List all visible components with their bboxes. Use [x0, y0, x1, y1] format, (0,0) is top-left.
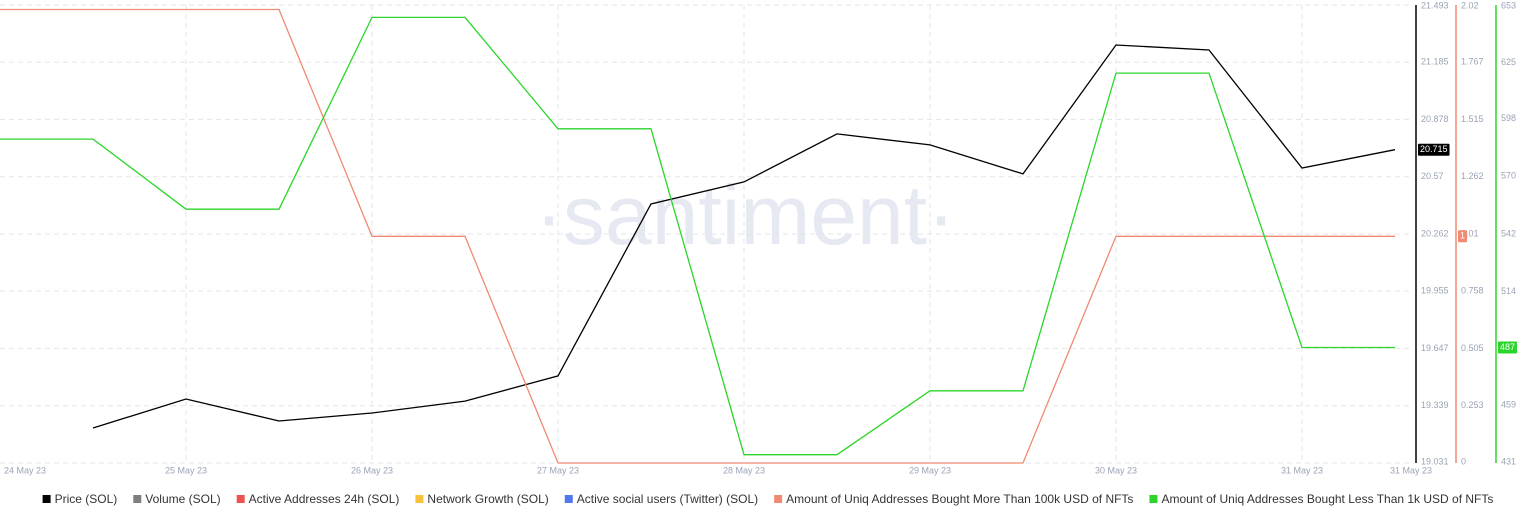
legend-label: Amount of Uniq Addresses Bought More Tha…: [786, 492, 1133, 506]
y-tick-label: 431: [1501, 456, 1516, 466]
x-tick-label: 27 May 23: [537, 465, 579, 475]
watermark: ·santiment·: [535, 168, 955, 262]
legend-label: Active Addresses 24h (SOL): [249, 492, 400, 506]
y-tick-label: 19.031: [1421, 456, 1449, 466]
legend-label: Volume (SOL): [145, 492, 220, 506]
series-line: [92, 44, 1396, 429]
legend-label: Amount of Uniq Addresses Bought Less Tha…: [1161, 492, 1493, 506]
legend-swatch: [133, 495, 142, 503]
last-value-box: [1418, 143, 1450, 156]
y-tick-label: 570: [1501, 171, 1516, 181]
x-end-label: 31 May 23: [1390, 465, 1432, 475]
legend-swatch: [236, 495, 245, 503]
legend-swatch: [415, 495, 424, 503]
x-tick-label: 24 May 23: [4, 465, 46, 475]
y-tick-label: 459: [1501, 400, 1516, 410]
y-tick-label: 1.01: [1461, 228, 1479, 238]
y-tick-label: 0.505: [1461, 343, 1484, 353]
y-tick-label: 625: [1501, 57, 1516, 67]
y-tick-label: 20.878: [1421, 114, 1449, 124]
y-tick-label: 19.339: [1421, 400, 1449, 410]
legend-label: Price (SOL): [55, 492, 118, 506]
x-tick-label: 30 May 23: [1095, 465, 1137, 475]
legend-label: Network Growth (SOL): [427, 492, 548, 506]
legend: Price (SOL) Volume (SOL) Active Addresses …: [42, 492, 1493, 506]
y-tick-label: 2.02: [1461, 0, 1479, 10]
x-tick-label: 26 May 23: [351, 465, 393, 475]
y-tick-label: 598: [1501, 113, 1516, 123]
x-tick-label: 29 May 23: [909, 465, 951, 475]
last-value-label: 20.715: [1420, 144, 1448, 154]
y-tick-label: 21.185: [1421, 57, 1449, 67]
y-tick-label: 19.647: [1421, 343, 1449, 353]
y-tick-label: 542: [1501, 228, 1516, 238]
legend-swatch: [1149, 495, 1158, 503]
y-tick-label: 1.262: [1461, 171, 1484, 181]
series-line: [0, 8, 1395, 464]
y-tick-label: 20.57: [1421, 171, 1444, 181]
x-tick-label: 25 May 23: [165, 465, 207, 475]
x-tick-label: 31 May 23: [1281, 465, 1323, 475]
last-value-marker: 487: [1498, 341, 1518, 354]
y-tick-label: 0: [1461, 456, 1466, 466]
y-tick-label: 20.262: [1421, 228, 1449, 238]
x-tick-label: 28 May 23: [723, 465, 765, 475]
y-tick-label: 0.758: [1461, 286, 1484, 296]
y-tick-label: 1.515: [1461, 114, 1484, 124]
legend-swatch: [42, 495, 51, 503]
series-line: [0, 16, 1395, 456]
y-tick-label: 1.767: [1461, 57, 1484, 67]
y-tick-label: 21.493: [1421, 0, 1449, 10]
legend-label: Active social users (Twitter) (SOL): [577, 492, 758, 506]
last-value-box: [1498, 341, 1518, 354]
y-tick-label: 514: [1501, 286, 1516, 296]
last-value-marker: 1: [1458, 230, 1468, 243]
last-value-box: [1458, 230, 1468, 243]
last-value-label: 487: [1500, 342, 1515, 352]
y-tick-label: 19.955: [1421, 285, 1449, 295]
legend-swatch: [564, 495, 573, 503]
legend-swatch: [774, 495, 783, 503]
y-tick-label: 0.253: [1461, 400, 1484, 410]
last-value-marker: 20.715: [1418, 143, 1450, 156]
last-value-label: 1: [1460, 231, 1465, 241]
y-tick-label: 653: [1501, 0, 1516, 10]
